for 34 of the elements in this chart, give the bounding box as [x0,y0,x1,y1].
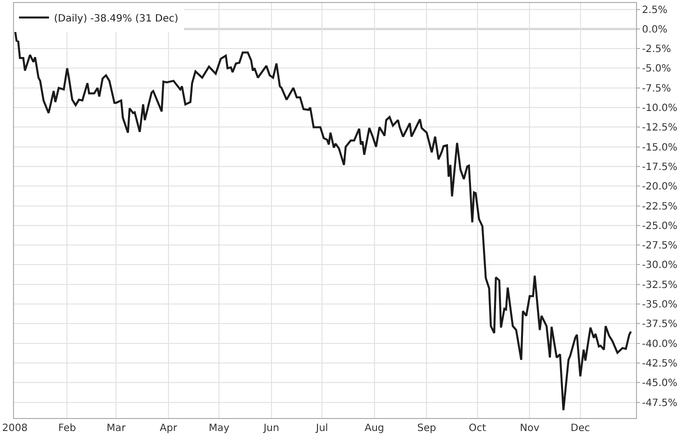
y-tick-label: -17.5% [642,162,678,173]
y-tick-label: -20.0% [642,182,678,193]
x-tick-label: Jun [262,423,280,434]
y-tick-label: -42.5% [642,358,678,370]
y-tick-label: -45.0% [642,378,678,390]
y-tick-label: 2.5% [642,4,668,16]
y-tick-label: -12.5% [642,122,678,134]
x-tick-label: Nov [520,423,540,434]
y-tick-label: -32.5% [642,280,678,291]
x-tick-label: Aug [364,423,384,434]
x-tick-label: May [208,423,230,434]
y-tick-label: -22.5% [642,201,678,212]
x-tick-label: Mar [106,423,126,434]
x-tick-label: Dec [570,423,590,434]
x-tick-label: Jul [315,423,328,434]
x-tick-label: Oct [468,423,486,434]
y-tick-label: -7.5% [642,83,672,94]
y-tick-label: -25.0% [642,220,678,232]
y-tick-label: -35.0% [642,300,678,311]
y-tick-label: -15.0% [642,142,678,154]
y-tick-label: 0.0% [642,24,668,36]
x-tick-label: Feb [58,423,76,434]
y-tick-label: -5.0% [642,64,672,75]
x-tick-label: 2008 [2,423,28,434]
x-tick-label: Sep [417,423,436,434]
y-tick-label: -47.5% [642,398,678,409]
y-tick-label: -40.0% [642,338,678,350]
y-tick-label: -27.5% [642,240,678,252]
y-tick-label: -10.0% [642,103,678,114]
y-tick-label: -2.5% [642,44,672,56]
legend-label: (Daily) -38.49% (31 Dec) [54,13,178,24]
y-tick-label: -37.5% [642,319,678,330]
y-tick-label: -30.0% [642,260,678,272]
x-tick-label: Apr [160,423,178,434]
